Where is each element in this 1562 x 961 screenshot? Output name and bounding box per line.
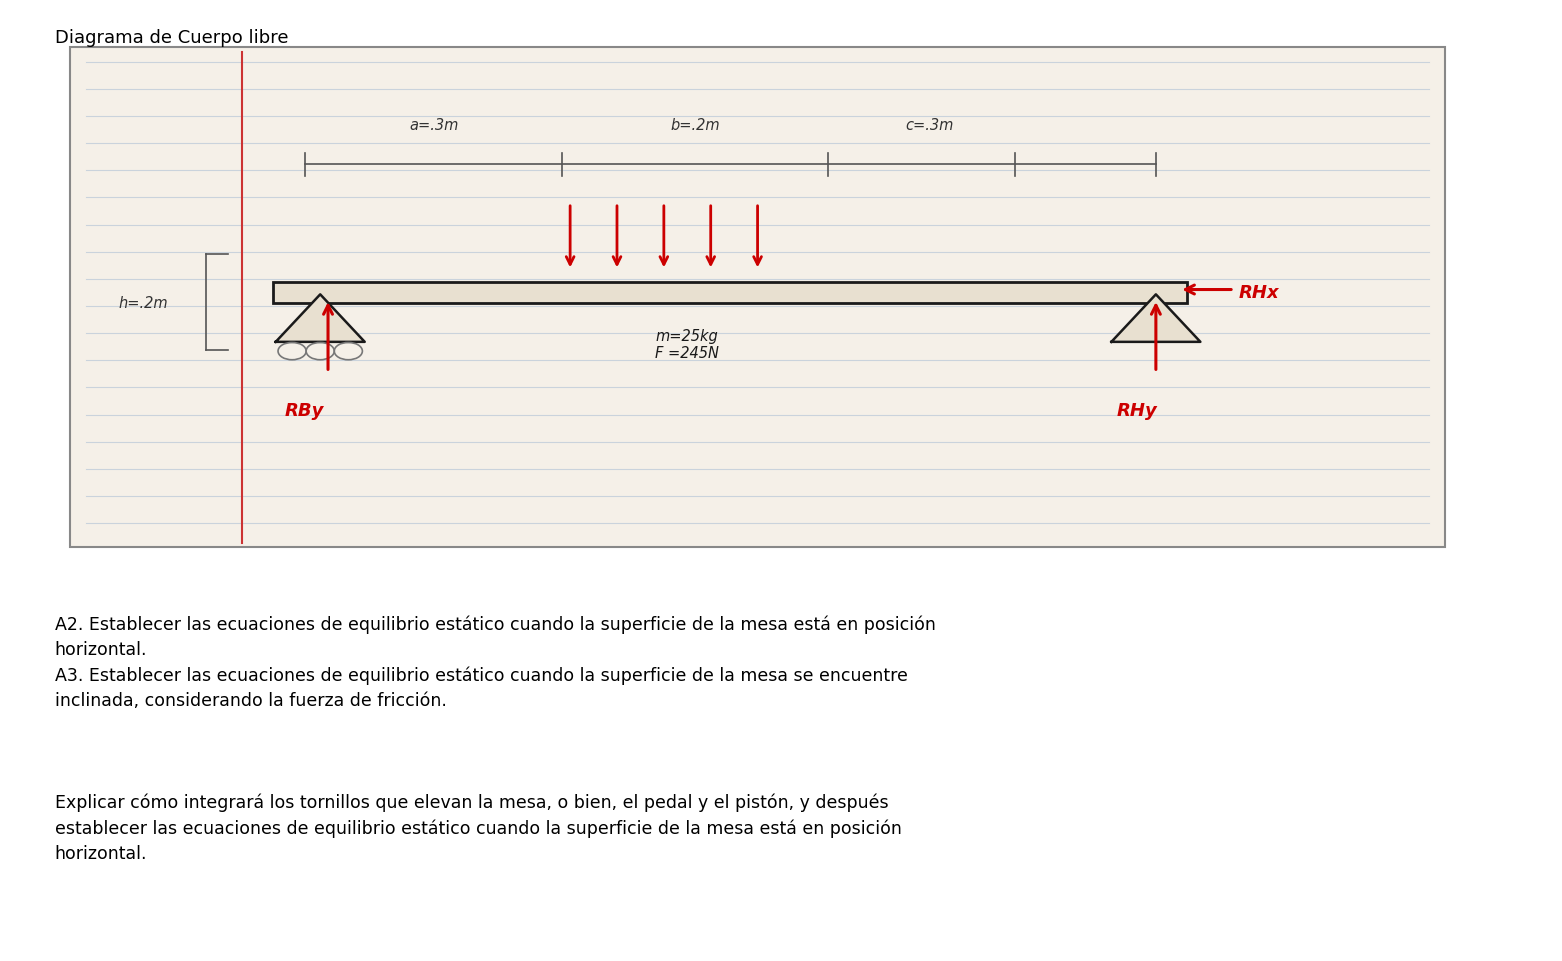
Text: A2. Establecer las ecuaciones de equilibrio estático cuando la superficie de la : A2. Establecer las ecuaciones de equilib… xyxy=(55,615,936,709)
Text: RBy: RBy xyxy=(284,402,325,420)
Bar xyxy=(273,283,1187,304)
Text: h=.2m: h=.2m xyxy=(119,295,169,310)
Polygon shape xyxy=(275,295,364,342)
Text: c=.3m: c=.3m xyxy=(906,117,953,133)
Polygon shape xyxy=(1112,295,1200,342)
Text: a=.3m: a=.3m xyxy=(409,117,459,133)
Text: RHy: RHy xyxy=(1117,402,1157,420)
Text: m=25kg
F =245N: m=25kg F =245N xyxy=(656,329,719,361)
Text: RHx: RHx xyxy=(1239,284,1279,302)
Text: Diagrama de Cuerpo libre: Diagrama de Cuerpo libre xyxy=(55,29,287,47)
FancyBboxPatch shape xyxy=(70,48,1445,548)
Text: b=.2m: b=.2m xyxy=(670,117,720,133)
Text: Explicar cómo integrará los tornillos que elevan la mesa, o bien, el pedal y el : Explicar cómo integrará los tornillos qu… xyxy=(55,793,901,862)
